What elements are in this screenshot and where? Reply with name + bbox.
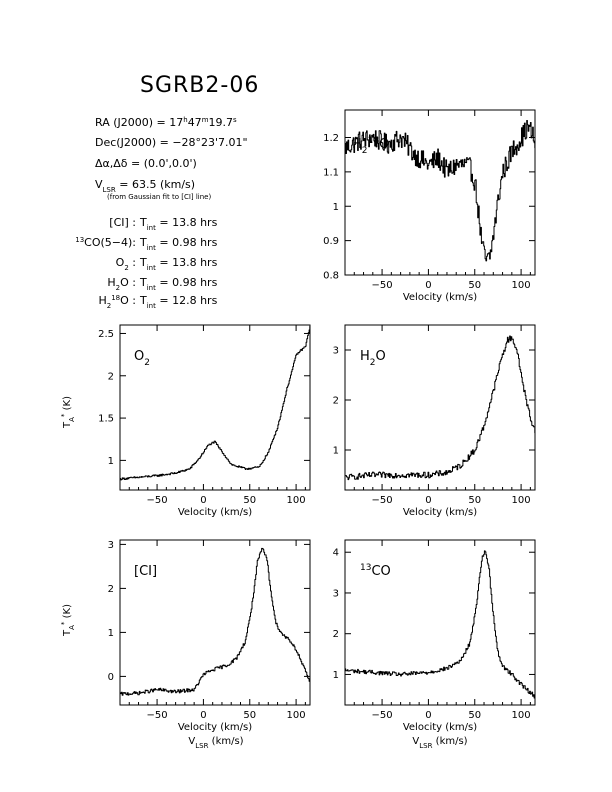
tint-line-label-o2: O2 : <box>116 256 136 272</box>
panel-tag-ci: [CI] <box>134 564 157 579</box>
y-axis-label-ci: TA* (K) <box>60 604 76 637</box>
panel-tag-h2-18o: H218O <box>352 136 389 156</box>
y-tick-label: 1 <box>333 202 339 213</box>
figure-title: SGRB2-06 <box>140 73 259 98</box>
tint-line-h2o: Tint = 0.98 hrs <box>139 276 218 292</box>
x-tick-label: 50 <box>468 710 481 721</box>
vlsr-note: (from Gaussian fit to [CI] line) <box>107 193 211 201</box>
y-tick-label: 3 <box>333 588 339 599</box>
x-tick-label: −50 <box>147 710 168 721</box>
tint-line-label-h218o: H218O : <box>98 294 136 310</box>
x-tick-label: 100 <box>512 280 531 291</box>
x-tick-label: 0 <box>425 495 431 506</box>
x-axis-label-13co: Velocity (km/s) <box>403 722 477 733</box>
x-tick-label: 100 <box>512 710 531 721</box>
y-tick-label: 1.5 <box>98 414 114 425</box>
x-tick-label: 100 <box>512 495 531 506</box>
y-tick-label: 3 <box>333 346 339 357</box>
tint-line-label-13co: 13CO(5−4): <box>75 236 136 249</box>
x-tick-label: −50 <box>372 280 393 291</box>
y-tick-label: 1.1 <box>323 167 339 178</box>
tint-line-13co: Tint = 0.98 hrs <box>139 236 218 252</box>
panel-o2: −50 0 50 100 1 1.5 2 2.5 Velocity (km/s) <box>98 324 311 518</box>
x-tick-label: −50 <box>147 495 168 506</box>
x-tick-label: 50 <box>243 710 256 721</box>
tint-line-o2: Tint = 13.8 hrs <box>139 256 218 272</box>
bottom-xlabel-left: VLSR (km/s) <box>188 736 243 750</box>
y-tick-label: 1.2 <box>323 133 339 144</box>
y-tick-label: 1 <box>333 670 339 681</box>
panel-13co: −50 0 50 100 1 2 3 4 Velocity (km/s) <box>333 539 536 733</box>
x-tick-label: 0 <box>200 710 206 721</box>
y-tick-label: 2 <box>108 371 114 382</box>
x-tick-label: 50 <box>468 280 481 291</box>
panel-tag-o2: O2 <box>134 349 150 368</box>
dec-line: Dec(J2000) = −28°23'7.01" <box>95 136 248 149</box>
x-tick-label: 50 <box>468 495 481 506</box>
x-tick-label: 100 <box>287 710 306 721</box>
x-tick-label: 50 <box>243 495 256 506</box>
plot-frame-13co <box>344 539 536 706</box>
y-tick-label: 0 <box>108 672 114 683</box>
x-tick-label: 0 <box>425 710 431 721</box>
x-tick-label: 0 <box>200 495 206 506</box>
bottom-xlabel-right: VLSR (km/s) <box>412 736 467 750</box>
y-tick-label: 2 <box>333 396 339 407</box>
spectrum-trace-o2 <box>120 325 311 481</box>
y-tick-label: 2 <box>333 629 339 640</box>
y-tick-label: 0.9 <box>323 236 339 247</box>
y-tick-label: 3 <box>108 540 114 551</box>
plot-frame-h2o <box>344 324 536 491</box>
panel-tag-h2o: H2O <box>360 349 386 368</box>
plot-frame-h2-18o <box>344 109 536 276</box>
plot-frame-o2 <box>119 324 311 491</box>
spectrum-trace-ci <box>120 547 311 696</box>
x-tick-label: 100 <box>287 495 306 506</box>
y-tick-label: 1 <box>108 456 114 467</box>
y-axis-label-o2: TA* (K) <box>60 396 76 429</box>
x-tick-label: −50 <box>372 710 393 721</box>
y-tick-label: 1 <box>333 446 339 457</box>
ra-line: RA (J2000) = 17h47m19.7s <box>95 116 237 129</box>
y-tick-label: 2.5 <box>98 329 114 340</box>
tint-line-ci: Tint = 13.8 hrs <box>139 216 218 232</box>
tint-line-h218o: Tint = 12.8 hrs <box>139 294 218 310</box>
y-tick-label: 4 <box>333 548 339 559</box>
tint-line-label-ci: [CI] : <box>109 216 136 229</box>
x-tick-label: −50 <box>372 495 393 506</box>
y-tick-label: 0.8 <box>323 271 339 282</box>
offset-line: Δα,Δδ = (0.0',0.0') <box>95 157 197 170</box>
tint-line-label-h2o: H2O : <box>107 276 136 292</box>
panel-h2-18o: −50 0 50 100 0.8 0.9 1 1.1 1.2 Velocity (km/s) <box>323 109 536 303</box>
vlsr-line: VLSR = 63.5 (km/s) <box>95 178 195 194</box>
x-axis-label-o2: Velocity (km/s) <box>178 507 252 518</box>
spectrum-trace-13co <box>345 550 536 699</box>
x-axis-label-h2-18o: Velocity (km/s) <box>403 292 477 303</box>
panel-tag-13co: 13CO <box>360 563 391 579</box>
y-tick-label: 2 <box>108 584 114 595</box>
observation-info: RA (J2000) = 17h47m19.7s Dec(J2000) = −2… <box>75 116 247 310</box>
x-axis-label-ci: Velocity (km/s) <box>178 722 252 733</box>
x-axis-label-h2o: Velocity (km/s) <box>403 507 477 518</box>
spectrum-trace-h2o <box>345 335 536 481</box>
panel-ci: −50 0 50 100 0 1 2 3 Velocity (km/s) <box>108 539 311 733</box>
x-tick-label: 0 <box>425 280 431 291</box>
plot-frame-ci <box>119 539 311 706</box>
spectrum-trace-h2-18o <box>345 120 536 262</box>
panel-h2o: −50 0 50 100 1 2 3 Velocity (km/s) <box>333 324 536 518</box>
y-tick-label: 1 <box>108 628 114 639</box>
